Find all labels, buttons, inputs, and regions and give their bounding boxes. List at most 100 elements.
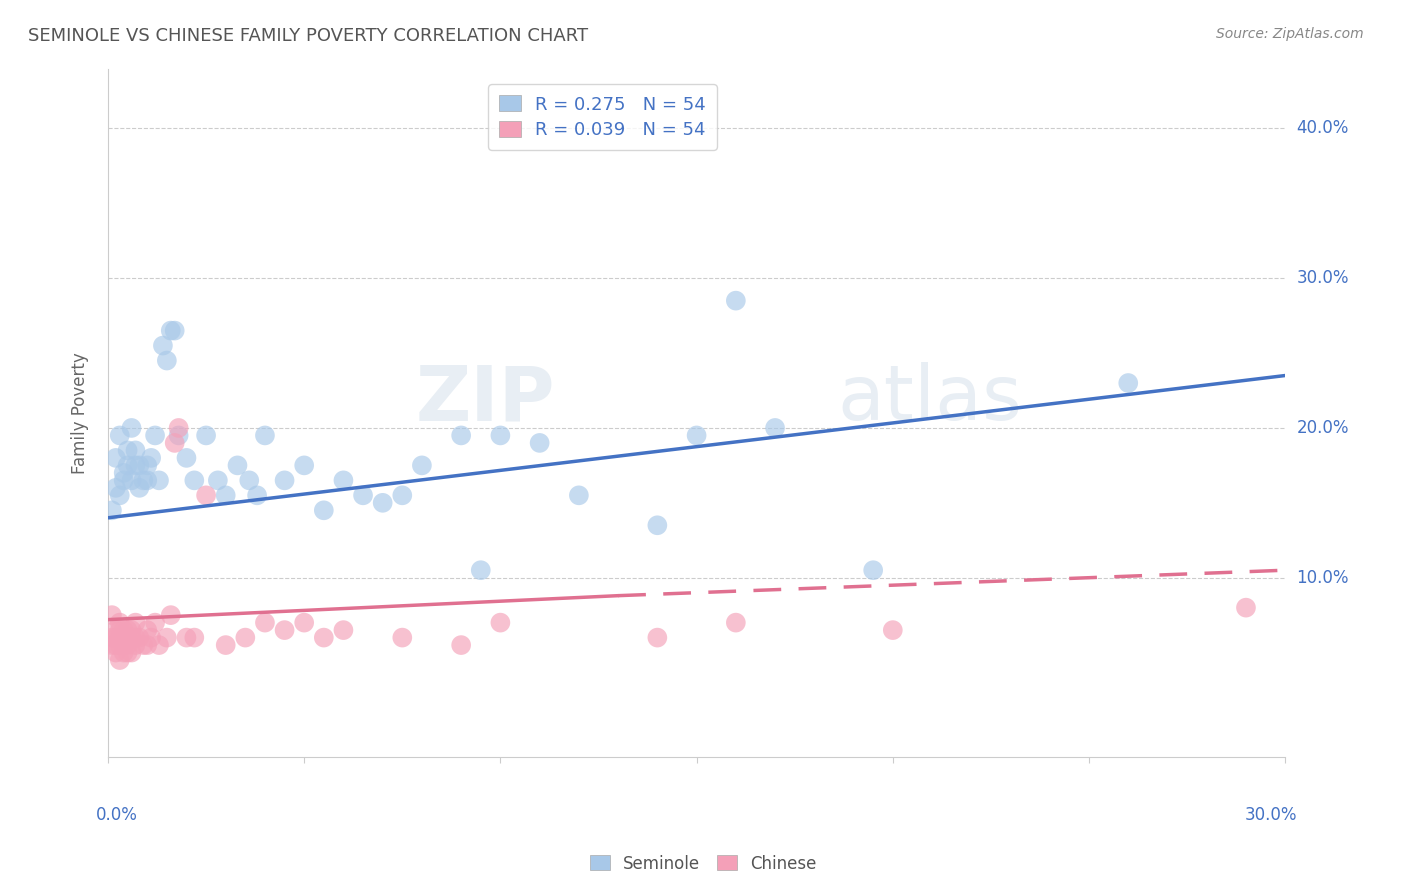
- Point: [121, 421, 143, 435]
- Point: [101, 638, 124, 652]
- Y-axis label: Family Poverty: Family Poverty: [72, 352, 89, 474]
- Point: [117, 638, 139, 652]
- Point: [148, 638, 170, 652]
- Point: [183, 631, 205, 645]
- Point: [862, 563, 884, 577]
- Text: 30.0%: 30.0%: [1244, 805, 1296, 823]
- Point: [104, 631, 127, 645]
- Point: [108, 623, 131, 637]
- Point: [117, 623, 139, 637]
- Point: [176, 450, 198, 465]
- Text: 10.0%: 10.0%: [1296, 569, 1348, 587]
- Point: [121, 631, 143, 645]
- Point: [148, 474, 170, 488]
- Text: atlas: atlas: [838, 362, 1022, 436]
- Point: [112, 638, 135, 652]
- Point: [117, 631, 139, 645]
- Point: [273, 474, 295, 488]
- Point: [352, 488, 374, 502]
- Point: [108, 631, 131, 645]
- Point: [391, 488, 413, 502]
- Point: [108, 488, 131, 502]
- Point: [156, 353, 179, 368]
- Point: [128, 481, 150, 495]
- Text: 40.0%: 40.0%: [1296, 120, 1348, 137]
- Point: [238, 474, 260, 488]
- Point: [108, 428, 131, 442]
- Point: [167, 428, 190, 442]
- Point: [724, 293, 747, 308]
- Point: [292, 458, 315, 473]
- Point: [195, 488, 218, 502]
- Point: [183, 474, 205, 488]
- Point: [101, 608, 124, 623]
- Point: [292, 615, 315, 630]
- Point: [176, 631, 198, 645]
- Point: [253, 615, 276, 630]
- Point: [647, 518, 669, 533]
- Point: [312, 503, 335, 517]
- Point: [253, 428, 276, 442]
- Point: [141, 450, 163, 465]
- Point: [1234, 600, 1257, 615]
- Point: [1116, 376, 1139, 390]
- Point: [882, 623, 904, 637]
- Point: [647, 631, 669, 645]
- Point: [108, 638, 131, 652]
- Point: [104, 638, 127, 652]
- Point: [104, 623, 127, 637]
- Point: [529, 436, 551, 450]
- Point: [112, 631, 135, 645]
- Point: [167, 421, 190, 435]
- Point: [136, 474, 159, 488]
- Point: [233, 631, 256, 645]
- Point: [332, 623, 354, 637]
- Point: [108, 615, 131, 630]
- Point: [312, 631, 335, 645]
- Point: [124, 615, 146, 630]
- Point: [136, 623, 159, 637]
- Text: 20.0%: 20.0%: [1296, 419, 1348, 437]
- Point: [763, 421, 786, 435]
- Point: [117, 458, 139, 473]
- Point: [568, 488, 591, 502]
- Point: [128, 631, 150, 645]
- Point: [371, 496, 394, 510]
- Point: [101, 503, 124, 517]
- Point: [489, 615, 512, 630]
- Text: Source: ZipAtlas.com: Source: ZipAtlas.com: [1216, 27, 1364, 41]
- Text: 0.0%: 0.0%: [96, 805, 138, 823]
- Point: [195, 428, 218, 442]
- Point: [450, 428, 472, 442]
- Point: [163, 324, 186, 338]
- Point: [143, 428, 166, 442]
- Point: [685, 428, 707, 442]
- Point: [124, 458, 146, 473]
- Text: SEMINOLE VS CHINESE FAMILY POVERTY CORRELATION CHART: SEMINOLE VS CHINESE FAMILY POVERTY CORRE…: [28, 27, 588, 45]
- Point: [121, 623, 143, 637]
- Point: [104, 481, 127, 495]
- Point: [117, 443, 139, 458]
- Point: [215, 638, 238, 652]
- Point: [124, 638, 146, 652]
- Point: [163, 436, 186, 450]
- Point: [112, 623, 135, 637]
- Point: [121, 646, 143, 660]
- Legend: Seminole, Chinese: Seminole, Chinese: [583, 848, 823, 880]
- Point: [156, 631, 179, 645]
- Point: [141, 631, 163, 645]
- Point: [159, 608, 181, 623]
- Point: [136, 638, 159, 652]
- Point: [246, 488, 269, 502]
- Legend: R = 0.275   N = 54, R = 0.039   N = 54: R = 0.275 N = 54, R = 0.039 N = 54: [488, 85, 717, 150]
- Point: [121, 474, 143, 488]
- Point: [489, 428, 512, 442]
- Point: [450, 638, 472, 652]
- Point: [124, 631, 146, 645]
- Point: [104, 646, 127, 660]
- Point: [112, 474, 135, 488]
- Text: ZIP: ZIP: [416, 362, 555, 436]
- Point: [132, 474, 155, 488]
- Point: [128, 458, 150, 473]
- Point: [104, 450, 127, 465]
